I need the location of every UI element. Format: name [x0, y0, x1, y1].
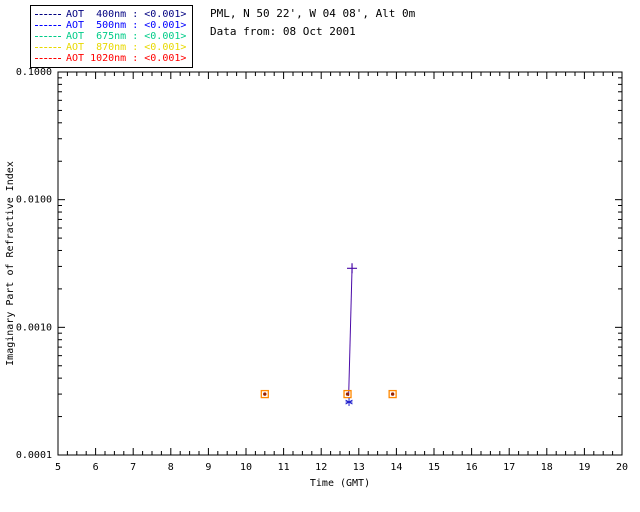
x-tick-label: 19 — [578, 462, 590, 473]
x-tick-label: 6 — [93, 462, 99, 473]
square-marker-center — [263, 392, 267, 396]
data-date-text: Data from: 08 Oct 2001 — [210, 25, 356, 38]
square-marker-center — [390, 392, 395, 396]
x-tick-label: 9 — [205, 462, 211, 473]
legend-entry-label: AOT 675nm : <0.001> — [66, 31, 187, 42]
y-tick-label: 0.0010 — [16, 322, 52, 333]
x-tick-label: 18 — [541, 462, 553, 473]
legend-entry-3: AOT 870nm : <0.001> — [35, 42, 186, 53]
x-tick-label: 5 — [55, 462, 61, 473]
square-marker — [388, 389, 397, 399]
series-aot-line-to-peak — [348, 268, 353, 396]
series-asterisk-marker — [345, 398, 353, 407]
y-tick-label: 0.0100 — [16, 195, 52, 206]
square-marker — [260, 389, 269, 399]
x-tick-label: 13 — [353, 462, 365, 473]
x-tick-label: 17 — [503, 462, 515, 473]
legend-entry-2: AOT 675nm : <0.001> — [35, 31, 186, 42]
x-tick-label: 16 — [466, 462, 478, 473]
legend-entry-label: AOT 870nm : <0.001> — [66, 42, 187, 53]
y-tick-label: 0.0001 — [16, 450, 52, 461]
x-tick-label: 10 — [240, 462, 252, 473]
y-tick-label: 0.1000 — [16, 67, 52, 78]
plus-marker — [347, 263, 358, 274]
plot-frame — [57, 71, 623, 456]
x-axis-title: Time (GMT) — [310, 478, 370, 489]
legend-entry-label: AOT 400nm : <0.001> — [66, 9, 187, 20]
legend-entry-4: AOT 1020nm : <0.001> — [35, 53, 186, 64]
asterisk-marker — [345, 398, 353, 407]
x-tick-label: 12 — [315, 462, 327, 473]
legend-line-sample — [35, 25, 61, 26]
legend-line-sample — [35, 14, 61, 15]
legend-entry-0: AOT 400nm : <0.001> — [35, 9, 186, 20]
x-tick-label: 8 — [168, 462, 174, 473]
station-info: PML, N 50 22', W 04 08', Alt 0m Data fro… — [210, 7, 415, 43]
legend-entry-label: AOT 500nm : <0.001> — [66, 20, 187, 31]
legend-entry-1: AOT 500nm : <0.001> — [35, 20, 186, 31]
square-marker — [343, 389, 352, 399]
y-axis-title: Imaginary Part of Refractive Index — [5, 161, 16, 366]
legend-entry-label: AOT 1020nm : <0.001> — [66, 53, 187, 64]
x-tick-label: 7 — [130, 462, 136, 473]
series-square-markers — [260, 389, 397, 399]
legend-line-sample — [35, 36, 61, 37]
x-tick-label: 14 — [390, 462, 402, 473]
station-location-text: PML, N 50 22', W 04 08', Alt 0m — [210, 7, 416, 20]
legend-box: AOT 400nm : <0.001> AOT 500nm : <0.001> AO… — [30, 5, 194, 68]
series-line — [348, 268, 353, 396]
series-peak-plus-marker — [347, 263, 358, 274]
legend-line-sample — [35, 47, 61, 48]
legend-line-sample — [35, 58, 61, 59]
x-tick-label: 11 — [278, 462, 290, 473]
square-marker-center — [345, 392, 350, 396]
x-tick-label: 15 — [428, 462, 440, 473]
x-tick-label: 20 — [616, 462, 628, 473]
